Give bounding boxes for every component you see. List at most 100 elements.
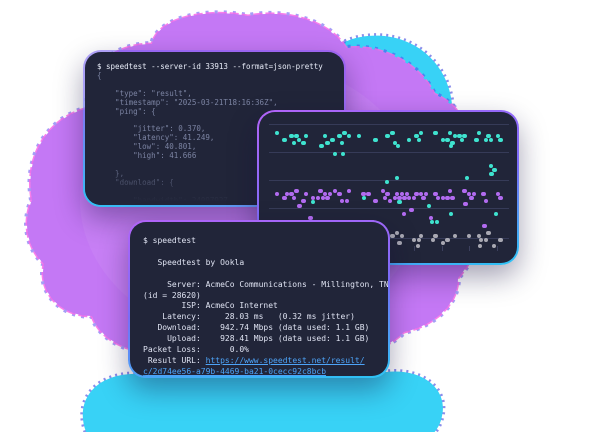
- chart-dot: [467, 192, 472, 197]
- terminal-line: Packet Loss: 0.0%: [143, 345, 249, 355]
- chart-dot: [296, 138, 301, 143]
- chart-dot: [294, 134, 299, 139]
- chart-dot: [318, 189, 323, 194]
- chart-dot: [397, 196, 402, 201]
- chart-dot: [387, 199, 393, 204]
- terminal-line: Upload: 928.41 Mbps (data used: 1.1 GB): [143, 334, 370, 344]
- chart-dot: [433, 234, 438, 239]
- chart-dot: [469, 196, 474, 201]
- chart-axis-tick: [413, 246, 415, 251]
- chart-dot: [450, 141, 455, 146]
- chart-dot: [481, 192, 486, 197]
- chart-dot: [411, 196, 417, 201]
- chart-dot: [498, 138, 503, 143]
- chart-dot: [291, 196, 297, 201]
- chart-dot: [327, 192, 333, 197]
- chart-axis-tick: [497, 246, 498, 251]
- chart-dot: [303, 192, 309, 197]
- chart-dot: [402, 196, 407, 201]
- chart-dot: [397, 241, 402, 246]
- chart-dot: [390, 131, 395, 136]
- terminal-line: Speedtest by Ookla: [143, 257, 245, 267]
- chart-dot: [445, 196, 450, 201]
- chart-dot: [465, 176, 470, 181]
- chart-dot: [409, 208, 414, 213]
- chart-dot: [319, 144, 324, 149]
- chart-dot: [449, 212, 454, 217]
- chart-dot: [275, 131, 280, 136]
- result-url-link[interactable]: https://www.speedtest.net/result/: [205, 355, 365, 365]
- chart-dot: [325, 141, 330, 146]
- chart-dot: [347, 134, 352, 139]
- chart-dot: [397, 200, 402, 205]
- chart-dot: [462, 134, 467, 139]
- chart-dot: [399, 192, 405, 197]
- speedtest-result-lines: $ speedtest Speedtest by Ookla Server: A…: [130, 222, 388, 376]
- chart-dot: [390, 234, 395, 239]
- chart-dot: [396, 144, 401, 149]
- terminal-line: Download: 942.74 Mbps (data used: 1.1 GB…: [143, 323, 370, 333]
- chart-dot: [440, 138, 445, 143]
- chart-dot: [452, 234, 457, 239]
- chart-dot: [392, 141, 397, 146]
- chart-dot: [447, 131, 453, 136]
- chart-gridline: [269, 180, 509, 181]
- chart-dot: [452, 134, 457, 139]
- chart-dot: [483, 238, 489, 243]
- terminal-line: (id = 28620): [143, 290, 201, 300]
- chart-dot: [315, 196, 321, 201]
- chart-dot: [457, 134, 462, 139]
- result-url-label: Result URL:: [143, 355, 206, 365]
- terminal-line[interactable]: c/2d74ee56-a79b-4469-ba21-0cecc92c8bcb: [143, 366, 327, 376]
- chart-dot: [492, 244, 497, 249]
- chart-dot: [294, 189, 299, 194]
- chart-dot: [337, 192, 342, 197]
- chart-dot: [320, 196, 325, 201]
- chart-dot: [339, 199, 345, 204]
- chart-dot: [303, 134, 309, 139]
- dot-plot: [259, 112, 517, 263]
- chart-dot: [392, 196, 397, 201]
- chart-dot: [344, 199, 349, 204]
- chart-dot: [459, 138, 465, 143]
- chart-dot: [483, 138, 489, 143]
- chart-dot: [477, 244, 483, 249]
- terminal-line: Latency: 28.03 ms (0.32 ms jitter): [143, 312, 355, 322]
- chart-dot: [356, 134, 361, 139]
- terminal-line: Result URL: https://www.speedtest.net/re…: [143, 356, 375, 367]
- terminal-line: [143, 247, 375, 258]
- chart-dot: [416, 238, 421, 243]
- chart-dot: [402, 212, 407, 217]
- chart-dot: [407, 138, 412, 143]
- chart-gridline: [269, 208, 509, 209]
- chart-dot: [476, 234, 481, 239]
- chart-dot: [342, 131, 347, 136]
- chart-dot: [373, 138, 378, 143]
- chart-dot: [395, 231, 400, 236]
- chart-dot: [450, 196, 455, 201]
- chart-dot: [445, 238, 450, 243]
- chart-dot: [325, 196, 330, 201]
- chart-dot: [411, 238, 417, 243]
- chart-dot: [394, 176, 399, 181]
- chart-dot: [291, 141, 297, 146]
- chart-dot: [448, 144, 454, 149]
- chart-dot: [347, 189, 352, 194]
- chart-dot: [447, 189, 453, 194]
- chart-dot: [435, 196, 441, 201]
- chart-dot: [434, 220, 440, 225]
- chart-dot: [383, 196, 388, 201]
- chart-dot: [489, 172, 494, 177]
- chart-dot: [498, 196, 503, 201]
- chart-dot: [479, 238, 484, 243]
- chart-dot: [330, 138, 335, 143]
- chart-dot: [498, 238, 503, 243]
- chart-axis-tick: [469, 246, 471, 251]
- chart-dot: [493, 212, 499, 217]
- chart-dot: [414, 134, 419, 139]
- chart-dot: [373, 199, 378, 204]
- terminal-command-line: $ speedtest: [143, 236, 196, 245]
- speedtest-result-terminal-window: $ speedtest Speedtest by Ookla Server: A…: [128, 220, 390, 378]
- chart-dot: [433, 131, 438, 136]
